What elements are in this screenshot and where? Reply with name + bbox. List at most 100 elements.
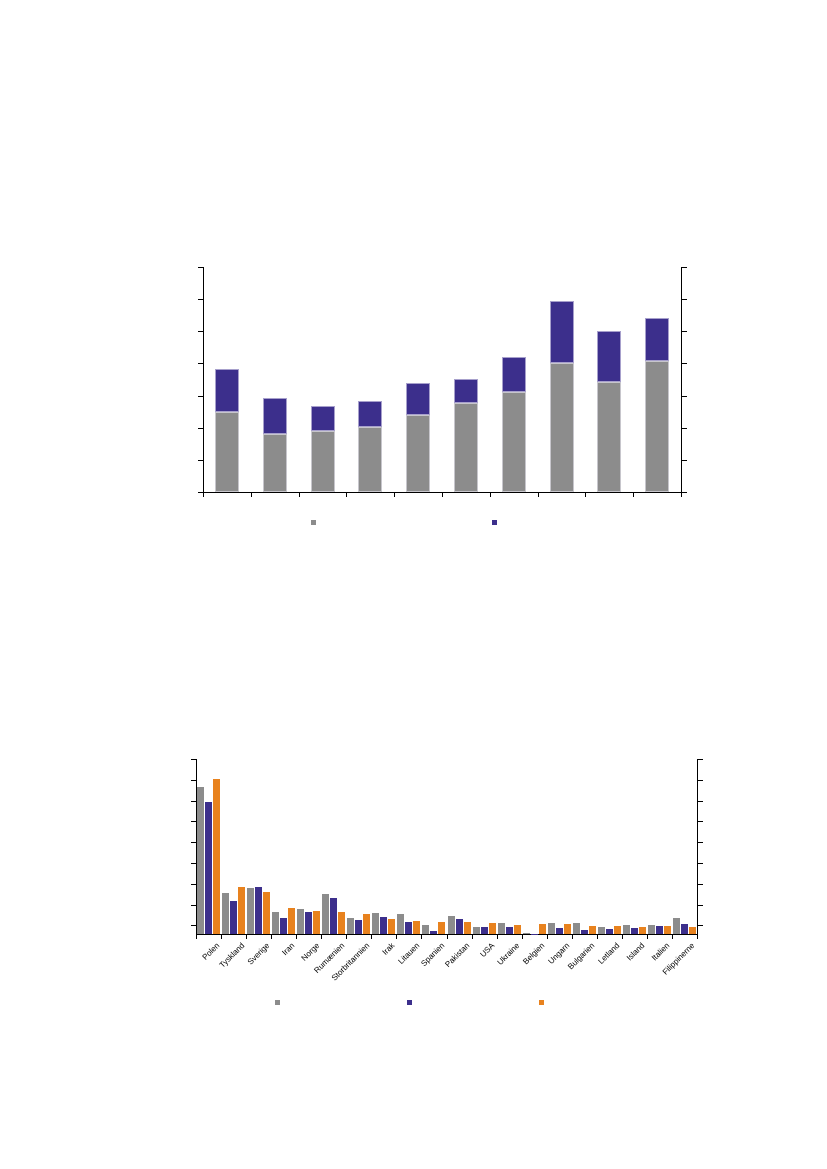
bar-gray-13	[522, 932, 530, 934]
x-axis-tick	[421, 935, 423, 939]
y-axis-tick	[682, 267, 687, 268]
bar-orange-12	[513, 925, 521, 934]
bar-segment-purple	[501, 357, 526, 393]
bar-gray-7	[372, 912, 380, 934]
y-axis-tick	[682, 395, 687, 397]
bar-orange-13	[538, 924, 546, 934]
legend-swatch-orange	[539, 1000, 544, 1005]
bar-segment-gray	[549, 363, 574, 492]
bar-orange-7	[388, 919, 396, 934]
y-axis-tick	[698, 904, 703, 906]
y-axis-tick	[698, 883, 703, 885]
x-axis-tick	[371, 935, 373, 939]
bar-purple-14	[555, 927, 563, 934]
bar-segment-gray	[406, 414, 431, 492]
y-axis-tick	[682, 363, 687, 365]
bar-gray-5	[322, 894, 330, 934]
bar-orange-17	[638, 926, 646, 934]
bar-segment-purple	[645, 318, 670, 362]
bar-segment-purple	[310, 405, 335, 431]
x-axis-tick	[546, 935, 548, 939]
x-axis-tick	[646, 935, 648, 939]
bar-gray-19	[672, 917, 680, 934]
bar-orange-3	[288, 907, 296, 934]
y-axis-tick	[191, 925, 196, 927]
x-axis-tick	[442, 493, 443, 497]
x-axis-tick	[489, 493, 491, 497]
bar-purple-3	[280, 917, 288, 934]
x-axis-tick	[537, 493, 539, 497]
bar-purple-15	[580, 930, 588, 934]
x-axis-tick	[471, 935, 473, 939]
bar-purple-0	[205, 801, 213, 934]
x-axis-tick	[396, 935, 398, 939]
bar-gray-17	[622, 925, 630, 934]
bar-segment-purple	[214, 369, 239, 412]
legend-swatch-gray	[275, 1000, 280, 1005]
y-axis-tick	[698, 779, 703, 781]
bar-orange-15	[588, 925, 596, 934]
bar-gray-2	[247, 888, 255, 934]
bar-segment-gray	[358, 427, 383, 492]
y-axis-tick	[191, 759, 196, 760]
bar-segment-gray	[214, 411, 239, 492]
bar-gray-10	[447, 915, 455, 934]
y-axis-right-line	[681, 267, 682, 493]
bar-gray-12	[497, 922, 505, 934]
y-axis-tick	[698, 842, 703, 844]
y-axis-tick	[198, 492, 203, 493]
y-axis-tick	[682, 492, 687, 493]
x-axis-tick	[394, 493, 396, 497]
y-axis-tick	[682, 299, 687, 301]
y-axis-line	[203, 267, 204, 493]
y-axis-tick	[682, 331, 687, 333]
x-axis-tick	[446, 935, 448, 939]
bar-orange-2	[263, 891, 271, 934]
bar-orange-0	[213, 779, 221, 934]
bar-orange-4	[313, 910, 321, 934]
x-axis-tick	[596, 935, 598, 939]
bar-segment-purple	[406, 383, 431, 415]
x-axis-tick	[196, 935, 197, 939]
bar-gray-16	[597, 927, 605, 934]
bar-segment-gray	[453, 403, 478, 492]
y-axis-tick	[198, 267, 203, 268]
x-axis-tick	[571, 935, 573, 939]
legend-swatch-purple	[492, 520, 497, 525]
y-axis-tick	[698, 863, 703, 864]
x-axis-line	[203, 492, 682, 493]
y-axis-tick	[198, 459, 203, 461]
bar-purple-5	[330, 898, 338, 934]
bar-gray-8	[397, 914, 405, 934]
bar-purple-16	[605, 929, 613, 934]
y-axis-tick	[698, 925, 703, 927]
bar-gray-14	[547, 923, 555, 934]
bar-orange-11	[488, 923, 496, 934]
bar-segment-purple	[358, 400, 383, 428]
bar-purple-19	[680, 924, 688, 934]
x-axis-tick	[203, 493, 204, 497]
x-axis-tick	[521, 935, 523, 939]
bar-segment-gray	[262, 434, 287, 492]
x-axis-tick	[296, 935, 298, 939]
x-axis-tick	[585, 493, 587, 497]
x-axis-tick	[671, 935, 673, 939]
bar-segment-gray	[597, 382, 622, 492]
y-axis-tick	[191, 863, 196, 864]
bar-purple-7	[380, 916, 388, 934]
bar-orange-18	[663, 925, 671, 934]
bar-segment-gray	[645, 361, 670, 492]
bar-purple-2	[255, 886, 263, 934]
bar-orange-10	[463, 922, 471, 934]
bar-gray-3	[272, 911, 280, 934]
y-axis-tick	[191, 779, 196, 781]
x-axis-tick	[346, 935, 348, 939]
x-axis-tick	[621, 935, 623, 939]
bar-purple-18	[655, 925, 663, 934]
y-axis-tick	[198, 427, 203, 429]
x-axis-tick	[346, 493, 348, 497]
y-axis-line	[196, 759, 197, 935]
bar-gray-15	[572, 923, 580, 934]
